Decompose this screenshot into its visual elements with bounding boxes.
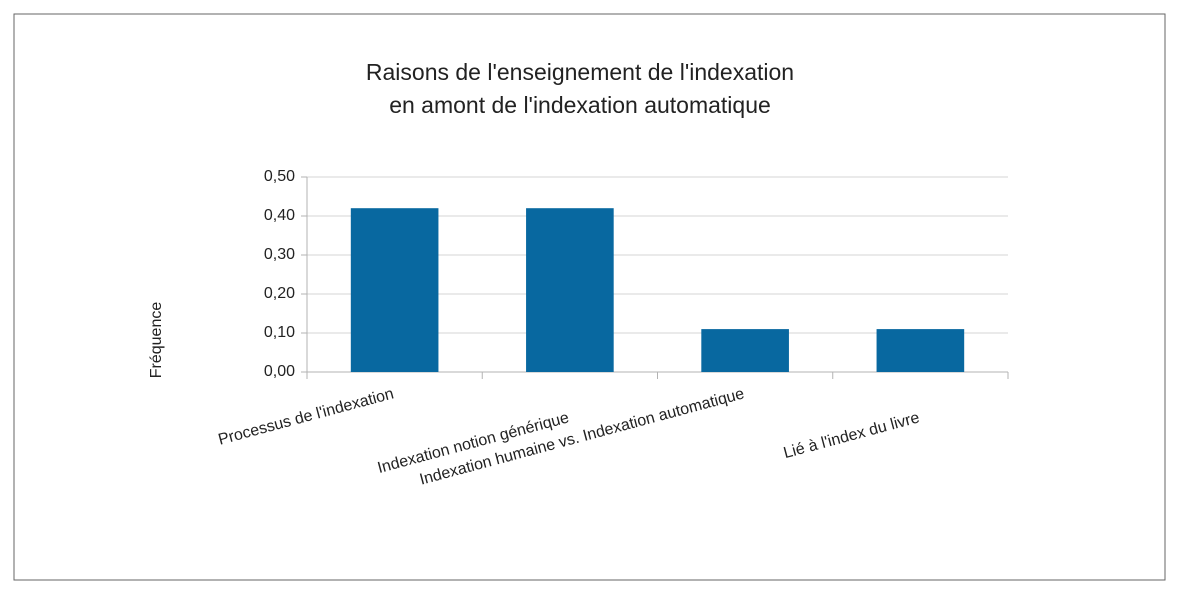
bar xyxy=(350,208,439,372)
y-tick-label: 0,00 xyxy=(264,363,295,380)
y-axis-label: Fréquence xyxy=(148,302,165,379)
x-tick-label: Lié à l'index du livre xyxy=(782,409,922,462)
chart-title: en amont de l'indexation automatique xyxy=(389,92,771,118)
y-tick-label: 0,10 xyxy=(264,324,295,341)
y-tick-label: 0,30 xyxy=(264,246,295,263)
bar xyxy=(876,329,965,372)
bar xyxy=(526,208,614,372)
bar xyxy=(701,329,789,372)
chart-title: Raisons de l'enseignement de l'indexatio… xyxy=(366,59,794,85)
y-tick-label: 0,50 xyxy=(264,168,295,185)
y-tick-label: 0,20 xyxy=(264,285,295,302)
y-tick-label: 0,40 xyxy=(264,207,295,224)
chart-border xyxy=(13,13,1166,581)
x-tick-label: Processus de l'indexation xyxy=(216,385,395,448)
